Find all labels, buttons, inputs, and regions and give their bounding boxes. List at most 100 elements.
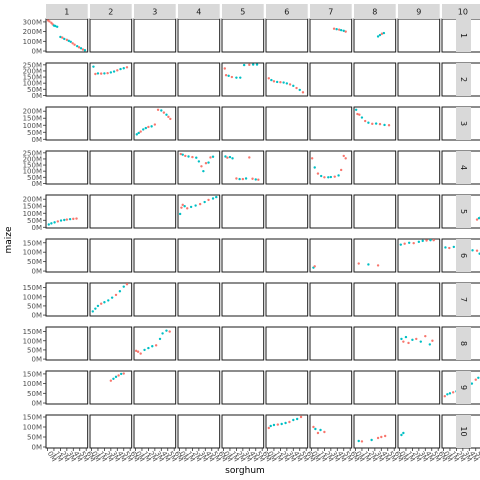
column-strip-label: 9 — [416, 8, 421, 17]
data-point — [367, 121, 370, 124]
data-point — [67, 39, 70, 43]
data-point — [224, 155, 227, 158]
data-point — [165, 113, 168, 116]
panels-layer — [45, 18, 480, 449]
data-point — [363, 119, 367, 123]
data-point — [344, 30, 347, 33]
data-point — [475, 249, 479, 252]
data-point — [354, 108, 358, 112]
data-point — [417, 240, 421, 244]
data-point — [295, 86, 298, 90]
y-tick-label: 50M — [27, 129, 42, 137]
panel-frame — [265, 106, 309, 141]
data-point — [332, 27, 336, 30]
data-point — [81, 48, 85, 51]
data-point — [143, 348, 146, 352]
data-point — [122, 285, 125, 288]
y-tick-label: 100M — [23, 380, 42, 388]
panel-frame — [133, 150, 177, 185]
panel-frame — [177, 326, 221, 361]
data-point — [248, 156, 251, 159]
panel-frame — [45, 238, 89, 273]
data-point — [136, 350, 140, 353]
row-strips: 1 2 3 4 5 6 7 8 9 10 — [456, 19, 471, 448]
data-point — [378, 122, 382, 126]
panel-frame — [397, 18, 441, 53]
y-axis-title: maize — [4, 226, 14, 254]
data-point — [162, 111, 166, 114]
column-strip-label: 10 — [458, 8, 468, 17]
y-tick-label: 0M — [32, 136, 43, 144]
data-point — [178, 212, 182, 216]
data-point — [323, 176, 326, 179]
row-strip-1 — [456, 19, 471, 52]
data-point — [198, 202, 202, 206]
data-point — [432, 239, 435, 242]
panel-frame — [45, 194, 89, 229]
data-point — [382, 31, 386, 35]
data-point — [50, 222, 53, 225]
y-tick-label: 100M — [23, 293, 42, 301]
data-point — [112, 70, 116, 73]
data-point — [310, 157, 314, 160]
panel-frame — [397, 106, 441, 141]
data-point — [333, 175, 336, 178]
data-point — [202, 169, 205, 173]
data-point — [142, 128, 145, 131]
y-tick-label: 100M — [23, 424, 42, 432]
data-point — [356, 112, 359, 116]
y-tick-label: 100M — [23, 168, 42, 176]
x-axis-title: sorghum — [225, 466, 265, 476]
panel-frame — [45, 370, 89, 405]
data-point — [358, 113, 361, 116]
y-tick-label: 0M — [32, 92, 43, 100]
data-point — [425, 239, 428, 242]
panel-frame — [265, 150, 309, 185]
panel-frame — [221, 370, 265, 405]
data-point — [292, 84, 295, 88]
data-point — [316, 172, 320, 175]
data-point — [402, 340, 405, 343]
data-point — [301, 91, 305, 94]
data-point — [110, 296, 114, 299]
data-point — [285, 82, 289, 85]
data-point — [137, 131, 140, 135]
data-point — [99, 302, 103, 305]
data-point — [211, 155, 215, 158]
panel-frame — [133, 414, 177, 449]
data-point — [116, 69, 119, 72]
data-point — [383, 123, 386, 127]
panel-frame — [133, 238, 177, 273]
data-point — [154, 344, 158, 347]
data-point — [254, 178, 257, 181]
data-point — [65, 38, 69, 42]
row-strip-label: 4 — [459, 165, 468, 170]
panel-frame — [89, 150, 133, 185]
panel-frame — [353, 106, 397, 141]
y-tick-label: 50M — [27, 346, 42, 354]
panel-frame — [221, 282, 265, 317]
panel-frame — [309, 326, 353, 361]
data-point — [299, 415, 303, 419]
column-strip-label: 4 — [196, 8, 201, 17]
panel-frame — [265, 414, 309, 449]
panel-frame — [353, 238, 397, 273]
panel-frame — [397, 194, 441, 229]
y-tick-label: 50M — [27, 390, 42, 398]
data-point — [374, 122, 378, 125]
data-point — [209, 156, 212, 159]
panel-frame — [177, 106, 221, 141]
data-point — [367, 263, 370, 266]
data-point — [63, 37, 66, 41]
data-point — [276, 423, 280, 426]
data-point — [68, 217, 72, 221]
data-point — [207, 161, 210, 164]
data-point — [257, 178, 260, 181]
data-point — [56, 220, 60, 223]
data-point — [114, 375, 118, 379]
data-point — [144, 126, 148, 130]
data-point — [187, 155, 190, 158]
data-point — [48, 20, 51, 23]
y-tick-label: 100M — [23, 210, 42, 218]
